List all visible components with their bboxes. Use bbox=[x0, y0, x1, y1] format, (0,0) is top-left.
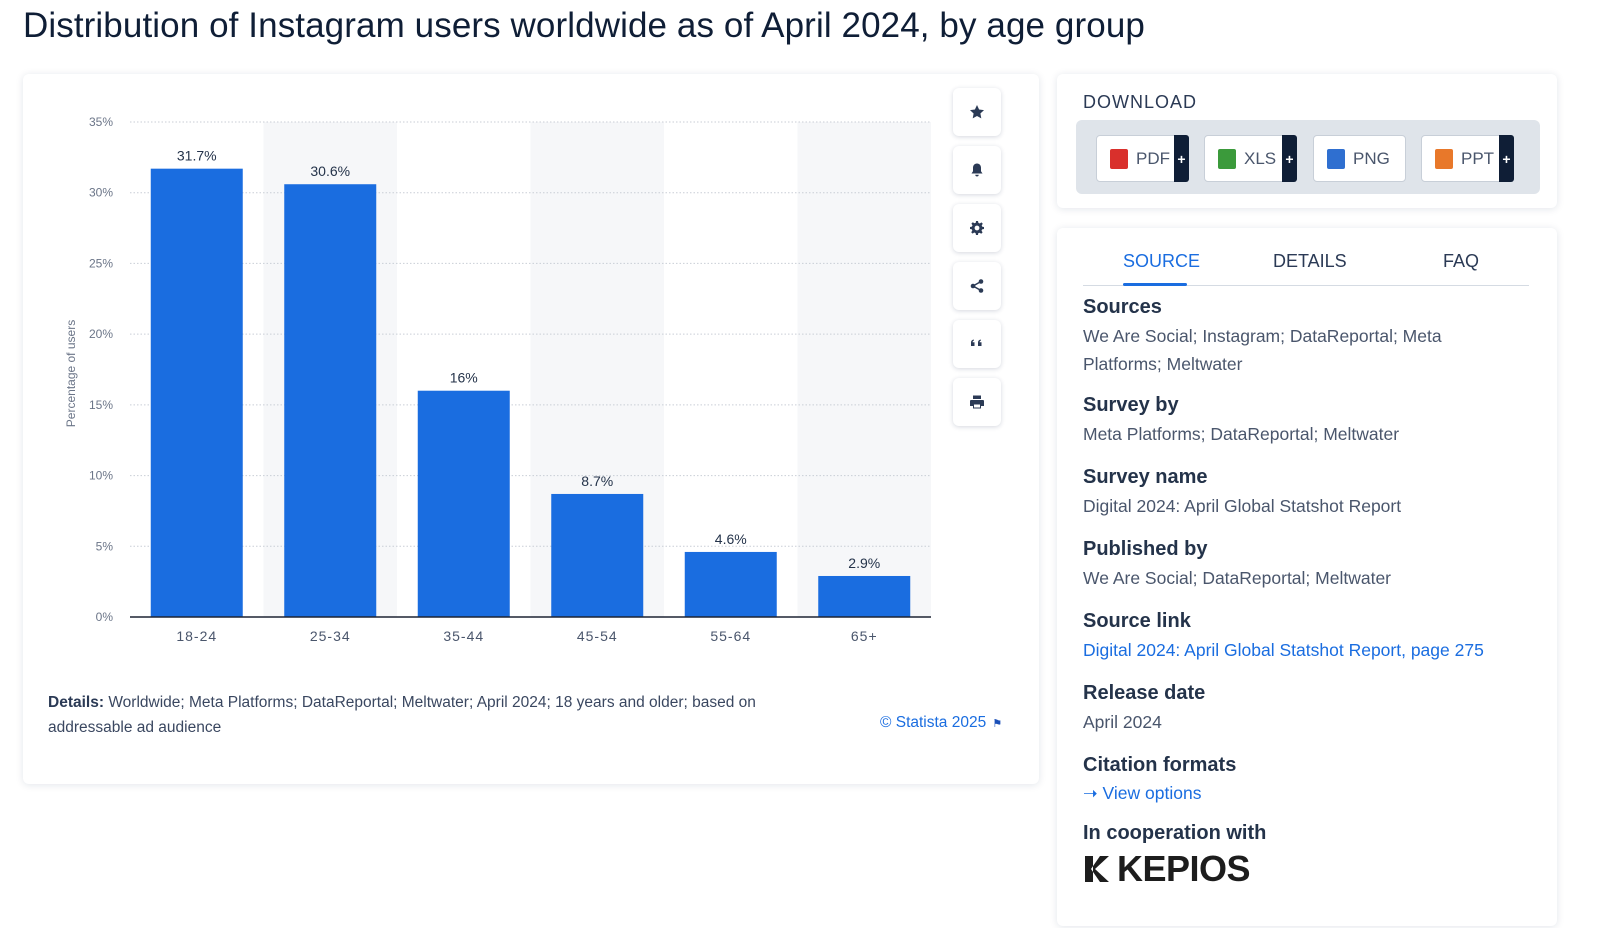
download-xls-plus[interactable]: + bbox=[1282, 135, 1297, 182]
share-button[interactable] bbox=[953, 262, 1001, 310]
bar bbox=[150, 168, 243, 617]
png-file-icon bbox=[1327, 148, 1345, 169]
copyright-text: © Statista 2025 bbox=[880, 714, 987, 731]
survey-by-value: Meta Platforms; DataReportal; Meltwater bbox=[1083, 424, 1400, 444]
star-icon bbox=[970, 105, 984, 119]
data-label: 4.6% bbox=[715, 531, 747, 547]
download-ppt-label: PPT bbox=[1461, 148, 1495, 168]
data-label: 31.7% bbox=[177, 148, 217, 164]
source-link[interactable]: Digital 2024: April Global Statshot Repo… bbox=[1083, 640, 1484, 660]
published-by-heading: Published by bbox=[1083, 538, 1208, 560]
pdf-file-icon bbox=[1110, 148, 1128, 169]
page-title: Distribution of Instagram users worldwid… bbox=[23, 6, 1145, 45]
info-panel: SOURCE DETAILS FAQ Sources We Are Social… bbox=[1057, 228, 1557, 926]
x-tick-label: 35-44 bbox=[443, 628, 484, 644]
active-tab-underline bbox=[1123, 283, 1187, 286]
y-tick-label: 15% bbox=[89, 398, 113, 412]
download-xls-button[interactable]: XLS + bbox=[1204, 135, 1297, 182]
x-tick-label: 65+ bbox=[851, 628, 878, 644]
statista-copyright-link[interactable]: © Statista 2025 ⚑ bbox=[880, 714, 1002, 732]
settings-button[interactable] bbox=[953, 204, 1001, 252]
print-button[interactable] bbox=[953, 378, 1001, 426]
bar bbox=[284, 184, 377, 617]
x-tick-label: 45-54 bbox=[577, 628, 618, 644]
chart-card: 0% 5% 10% 15% 20% 25% 30% 35% Percentage of user… bbox=[23, 74, 1039, 784]
x-tick-label: 25-34 bbox=[310, 628, 351, 644]
tab-source[interactable]: SOURCE bbox=[1123, 251, 1201, 271]
sources-value: We Are Social; Instagram; DataReportal; … bbox=[1083, 326, 1442, 374]
download-xls-label: XLS bbox=[1244, 148, 1277, 168]
release-date-value: April 2024 bbox=[1083, 712, 1162, 732]
cooperation-heading: In cooperation with bbox=[1083, 822, 1267, 844]
download-ppt-button[interactable]: PPT + bbox=[1421, 135, 1514, 182]
quote-icon bbox=[971, 339, 982, 346]
download-panel: DOWNLOAD PDF + XLS + PNG PPT + bbox=[1057, 74, 1557, 208]
survey-by-heading: Survey by bbox=[1083, 394, 1179, 416]
bar-chart: 0% 5% 10% 15% 20% 25% 30% 35% Percentage of user… bbox=[64, 115, 931, 644]
x-tick-label: 18-24 bbox=[176, 628, 217, 644]
y-tick-label: 25% bbox=[89, 256, 113, 270]
y-tick-label: 0% bbox=[96, 610, 114, 624]
survey-name-heading: Survey name bbox=[1083, 466, 1208, 488]
survey-name-value: Digital 2024: April Global Statshot Repo… bbox=[1083, 496, 1402, 516]
ppt-file-icon bbox=[1435, 148, 1453, 169]
x-tick-label: 55-64 bbox=[710, 628, 751, 644]
flag-icon: ⚑ bbox=[992, 718, 1003, 730]
bar bbox=[551, 493, 644, 617]
tab-faq[interactable]: FAQ bbox=[1443, 251, 1480, 271]
y-tick-label: 5% bbox=[96, 539, 114, 553]
data-label: 16% bbox=[450, 370, 478, 386]
bar bbox=[417, 390, 510, 617]
details-text: Worldwide; Meta Platforms; DataReportal;… bbox=[48, 694, 756, 736]
source-link-heading: Source link bbox=[1083, 610, 1191, 632]
bar bbox=[818, 575, 911, 617]
citation-formats-heading: Citation formats bbox=[1083, 754, 1237, 776]
y-axis-label: Percentage of users bbox=[64, 320, 78, 427]
column-shade bbox=[797, 122, 931, 617]
kepios-mark-icon bbox=[1085, 856, 1109, 882]
share-icon bbox=[970, 279, 984, 293]
print-icon bbox=[970, 395, 984, 409]
bar bbox=[684, 551, 777, 617]
tab-details[interactable]: DETAILS bbox=[1273, 251, 1347, 271]
data-label: 2.9% bbox=[848, 555, 880, 571]
data-label: 30.6% bbox=[310, 163, 350, 179]
y-tick-label: 35% bbox=[89, 115, 113, 129]
download-ppt-plus[interactable]: + bbox=[1499, 135, 1514, 182]
download-pdf-plus[interactable]: + bbox=[1174, 135, 1189, 182]
download-png-label: PNG bbox=[1353, 148, 1390, 168]
y-tick-label: 10% bbox=[89, 469, 113, 483]
published-by-value: We Are Social; DataReportal; Meltwater bbox=[1083, 568, 1392, 588]
y-tick-label: 20% bbox=[89, 327, 113, 341]
download-pdf-button[interactable]: PDF + bbox=[1096, 135, 1189, 182]
kepios-logo: KEPIOS bbox=[1083, 848, 1251, 890]
sources-heading: Sources bbox=[1083, 296, 1162, 318]
favorite-button[interactable] bbox=[953, 88, 1001, 136]
download-title: DOWNLOAD bbox=[1083, 92, 1198, 112]
data-label: 8.7% bbox=[581, 473, 613, 489]
bell-icon bbox=[971, 163, 983, 177]
download-png-button[interactable]: PNG bbox=[1313, 135, 1406, 182]
cite-button[interactable] bbox=[953, 320, 1001, 368]
arrow-right-icon: ➝ bbox=[1083, 783, 1098, 803]
notification-button[interactable] bbox=[953, 146, 1001, 194]
details-label: Details: bbox=[48, 694, 104, 711]
download-pdf-label: PDF bbox=[1136, 148, 1170, 168]
xls-file-icon bbox=[1218, 148, 1236, 169]
y-tick-label: 30% bbox=[89, 186, 113, 200]
release-date-heading: Release date bbox=[1083, 682, 1206, 704]
download-bar: PDF + XLS + PNG PPT + bbox=[1076, 120, 1540, 194]
view-options-label: View options bbox=[1102, 783, 1202, 803]
chart-details: Details: Worldwide; Meta Platforms; Data… bbox=[48, 690, 808, 740]
info-tabs: SOURCE DETAILS FAQ bbox=[1083, 244, 1529, 286]
gear-icon bbox=[970, 221, 984, 235]
view-options-link[interactable]: ➝ View options bbox=[1083, 779, 1523, 807]
kepios-wordmark: KEPIOS bbox=[1117, 848, 1251, 889]
